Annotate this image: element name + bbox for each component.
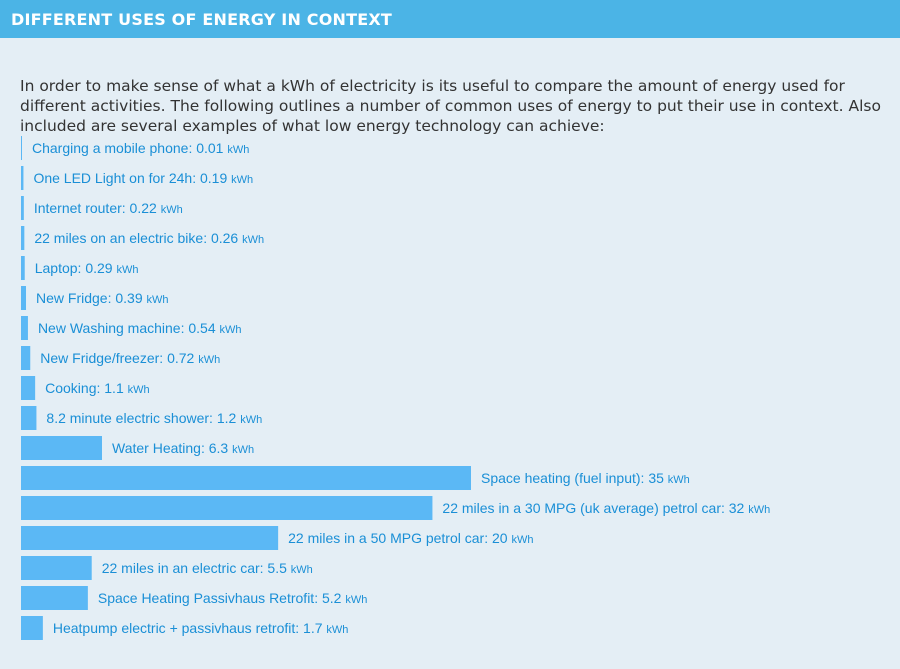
bar-label-text: Space heating (fuel input): 35	[481, 470, 668, 486]
bar-label-15: Space Heating Passivhaus Retrofit: 5.2 k…	[98, 590, 367, 606]
bar-8	[21, 376, 36, 400]
bar-unit: kWh	[220, 324, 242, 336]
bar-label-1: One LED Light on for 24h: 0.19 kWh	[33, 170, 253, 186]
bar-9	[21, 406, 37, 430]
bar-label-12: 22 miles in a 30 MPG (uk average) petrol…	[442, 500, 770, 516]
bar-unit: kWh	[161, 204, 183, 216]
bar-14	[21, 556, 92, 580]
bar-label-13: 22 miles in a 50 MPG petrol car: 20 kWh	[288, 530, 533, 546]
bar-unit: kWh	[242, 234, 264, 246]
bar-label-14: 22 miles in an electric car: 5.5 kWh	[102, 560, 313, 576]
bar-0	[21, 136, 22, 160]
bar-6	[21, 316, 28, 340]
bar-label-text: Water Heating: 6.3	[112, 440, 232, 456]
bar-unit: kWh	[668, 474, 690, 486]
bar-label-3: 22 miles on an electric bike: 0.26 kWh	[34, 230, 264, 246]
bar-unit: kWh	[511, 534, 533, 546]
bar-unit: kWh	[128, 384, 150, 396]
bar-label-9: 8.2 minute electric shower: 1.2 kWh	[46, 410, 262, 426]
bar-3	[21, 226, 25, 250]
bar-label-text: 22 miles on an electric bike: 0.26	[34, 230, 242, 246]
bar-label-text: One LED Light on for 24h: 0.19	[33, 170, 231, 186]
bar-label-11: Space heating (fuel input): 35 kWh	[481, 470, 690, 486]
bar-unit: kWh	[232, 444, 254, 456]
bar-label-text: 22 miles in a 50 MPG petrol car: 20	[288, 530, 511, 546]
bar-label-text: Charging a mobile phone: 0.01	[32, 140, 227, 156]
bar-7	[21, 346, 31, 370]
bar-label-text: Heatpump electric + passivhaus retrofit:…	[53, 620, 327, 636]
bar-unit: kWh	[116, 264, 138, 276]
bar-unit: kWh	[227, 144, 249, 156]
bar-label-text: New Washing machine: 0.54	[38, 320, 220, 336]
bar-label-8: Cooking: 1.1 kWh	[45, 380, 150, 396]
bar-4	[21, 256, 25, 280]
bar-label-text: Space Heating Passivhaus Retrofit: 5.2	[98, 590, 345, 606]
page-title: DIFFERENT USES OF ENERGY IN CONTEXT	[11, 9, 393, 29]
bar-label-text: 22 miles in a 30 MPG (uk average) petrol…	[442, 500, 748, 516]
bar-label-6: New Washing machine: 0.54 kWh	[38, 320, 242, 336]
bar-label-16: Heatpump electric + passivhaus retrofit:…	[53, 620, 349, 636]
bar-label-7: New Fridge/freezer: 0.72 kWh	[40, 350, 220, 366]
header-bar: DIFFERENT USES OF ENERGY IN CONTEXT	[0, 0, 900, 38]
bar-label-text: 8.2 minute electric shower: 1.2	[46, 410, 240, 426]
bar-16	[21, 616, 43, 640]
bar-label-0: Charging a mobile phone: 0.01 kWh	[32, 140, 249, 156]
bar-label-10: Water Heating: 6.3 kWh	[112, 440, 254, 456]
bar-unit: kWh	[326, 624, 348, 636]
bar-12	[21, 496, 433, 520]
bar-label-text: New Fridge: 0.39	[36, 290, 147, 306]
bar-label-text: Internet router: 0.22	[34, 200, 161, 216]
bar-5	[21, 286, 27, 310]
bar-label-text: Cooking: 1.1	[45, 380, 128, 396]
bar-unit: kWh	[345, 594, 367, 606]
bar-label-text: 22 miles in an electric car: 5.5	[102, 560, 291, 576]
bar-unit: kWh	[147, 294, 169, 306]
bar-15	[21, 586, 88, 610]
bar-label-2: Internet router: 0.22 kWh	[34, 200, 183, 216]
bar-unit: kWh	[231, 174, 253, 186]
bar-label-text: New Fridge/freezer: 0.72	[40, 350, 198, 366]
bar-unit: kWh	[240, 414, 262, 426]
bar-2	[21, 196, 24, 220]
bar-10	[21, 436, 102, 460]
bar-1	[21, 166, 24, 190]
bar-11	[21, 466, 471, 490]
bar-label-text: Laptop: 0.29	[35, 260, 117, 276]
bar-unit: kWh	[748, 504, 770, 516]
bar-unit: kWh	[291, 564, 313, 576]
bar-13	[21, 526, 279, 550]
bar-unit: kWh	[198, 354, 220, 366]
bar-label-4: Laptop: 0.29 kWh	[35, 260, 139, 276]
bar-label-5: New Fridge: 0.39 kWh	[36, 290, 169, 306]
intro-text: In order to make sense of what a kWh of …	[20, 76, 881, 135]
